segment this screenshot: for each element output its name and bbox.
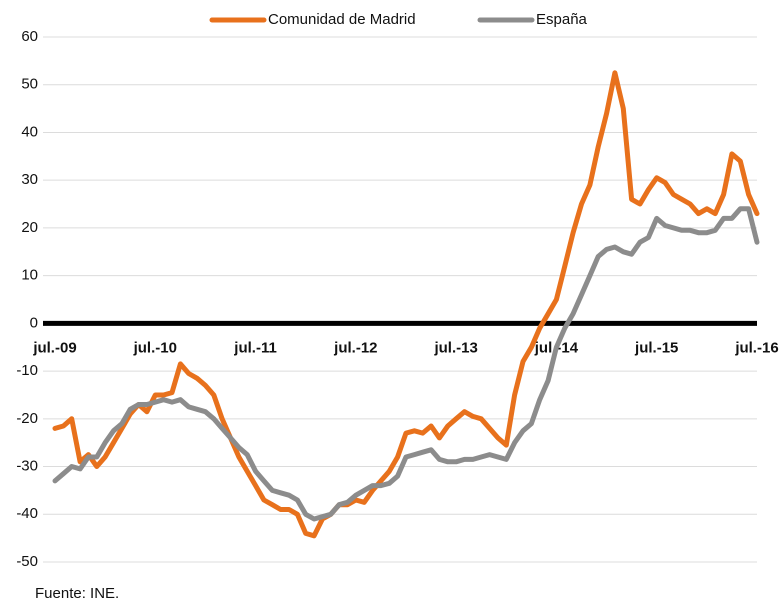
- y-tick-label: 0: [30, 314, 38, 331]
- y-tick-label: 60: [21, 28, 38, 45]
- x-tick-label: jul.-11: [233, 339, 277, 356]
- y-tick-label: -30: [16, 458, 38, 475]
- x-tick-label: jul.-09: [32, 339, 76, 356]
- series-line: [52, 206, 760, 522]
- y-tick-label: 10: [21, 267, 38, 284]
- x-tick-label: jul.-13: [433, 339, 477, 356]
- legend-label: España: [536, 11, 588, 28]
- y-tick-label: 20: [21, 219, 38, 236]
- y-tick-label: -20: [16, 410, 38, 427]
- source: Fuente: INE.: [35, 585, 119, 602]
- x-tick-label: jul.-12: [333, 339, 377, 356]
- legend-label: Comunidad de Madrid: [268, 11, 416, 28]
- x-tick-label: jul.-16: [734, 339, 778, 356]
- series-line: [52, 70, 760, 539]
- y-tick-label: -10: [16, 362, 38, 379]
- x-tick-label: jul.-15: [634, 339, 678, 356]
- x-tick-label: jul.-10: [133, 339, 177, 356]
- y-tick-label: 40: [21, 123, 38, 140]
- y-tick-label: 30: [21, 171, 38, 188]
- y-tick-label: -40: [16, 505, 38, 522]
- y-tick-label: 50: [21, 76, 38, 93]
- y-tick-label: -50: [16, 553, 38, 570]
